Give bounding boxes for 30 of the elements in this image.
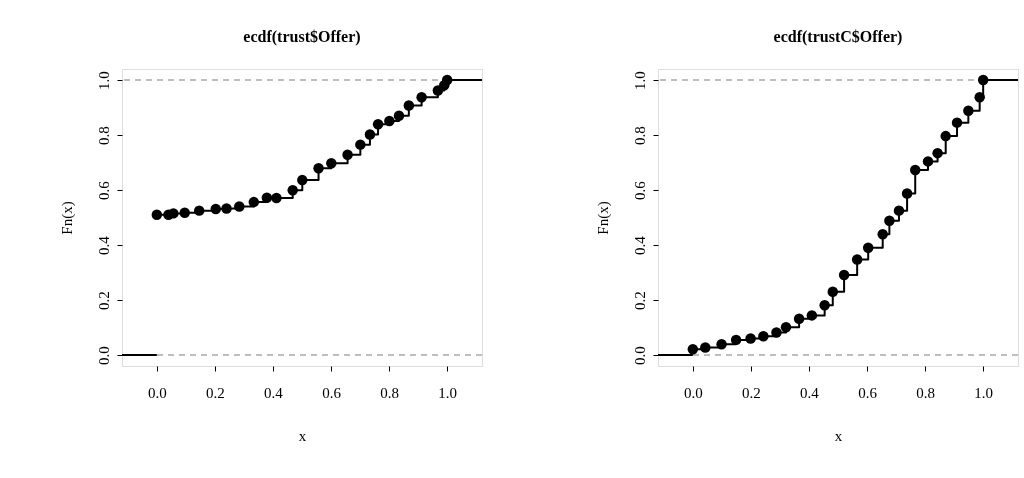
y-tick-label: 0.0: [95, 346, 112, 365]
y-axis-title: Fn(x): [594, 201, 612, 235]
y-axis-title: Fn(x): [58, 201, 76, 235]
y-tick-label: 1.0: [631, 71, 648, 90]
x-tick-label: 0.4: [264, 384, 284, 401]
chart-title: ecdf(trustC$Offer): [773, 28, 903, 46]
y-tick-label: 0.6: [95, 180, 112, 200]
chart-title: ecdf(trust$Offer): [243, 28, 361, 46]
y-tick-label: 0.8: [631, 126, 648, 145]
y-tick-label: 0.4: [95, 235, 112, 255]
x-tick-label: 0.8: [916, 384, 935, 401]
x-tick-label: 0.2: [742, 384, 761, 401]
y-tick-label: 0.4: [631, 235, 648, 255]
y-tick-label: 0.0: [631, 346, 648, 365]
x-tick-label: 0.0: [147, 384, 167, 401]
x-tick-label: 1.0: [974, 384, 994, 401]
y-tick-label: 0.2: [631, 291, 648, 310]
x-axis-title: x: [298, 427, 307, 444]
x-tick-label: 0.4: [800, 384, 820, 401]
x-tick-label: 0.2: [206, 384, 225, 401]
x-axis-title: x: [834, 427, 843, 444]
x-tick-label: 0.6: [858, 384, 878, 401]
y-tick-label: 1.0: [95, 71, 112, 90]
x-tick-label: 1.0: [438, 384, 458, 401]
y-tick-label: 0.8: [95, 126, 112, 145]
x-tick-label: 0.6: [322, 384, 342, 401]
y-tick-label: 0.2: [95, 291, 112, 310]
y-tick-label: 0.6: [631, 180, 648, 200]
x-tick-label: 0.8: [380, 384, 399, 401]
x-tick-label: 0.0: [683, 384, 703, 401]
